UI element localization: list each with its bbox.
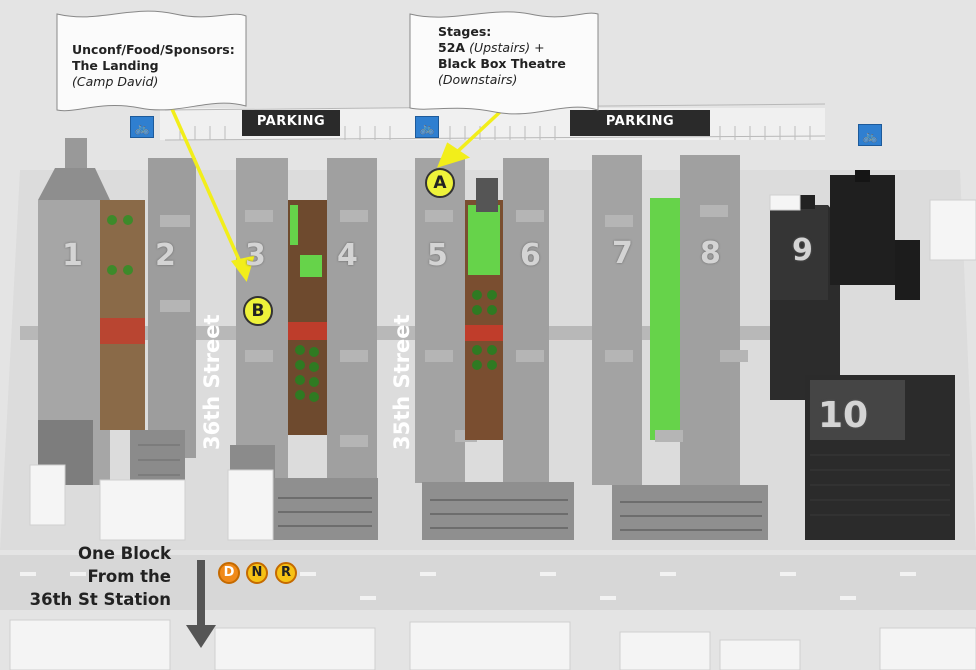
- bicycle-parking-icon: 🚲: [415, 116, 439, 138]
- building-6: [422, 158, 574, 540]
- building-number-6: 6: [520, 238, 541, 273]
- bicycle-parking-icon: 🚲: [858, 124, 882, 146]
- building-number-7: 7: [612, 236, 633, 271]
- lawn-7-8: [650, 198, 680, 440]
- building-number-8: 8: [700, 236, 721, 271]
- marker-b[interactable]: B: [243, 296, 273, 326]
- arrow-to-a: [455, 110, 502, 154]
- callout-unconf-line2: The Landing: [72, 58, 159, 73]
- walkway: [20, 326, 780, 340]
- red-awning-5: [465, 325, 505, 341]
- building-number-4: 4: [337, 238, 358, 273]
- trees-3-4: [295, 345, 319, 402]
- station-note-line3: 36th St Station: [29, 590, 171, 609]
- station-note-line1: One Block: [77, 544, 171, 563]
- street-dashes: [20, 572, 916, 600]
- trees-5-6: [472, 290, 497, 370]
- callout-unconf-line1: Unconf/Food/Sponsors:: [72, 42, 235, 57]
- station-arrow: [186, 560, 216, 648]
- bottom-buildings: [9, 619, 976, 670]
- callout-stages: Stages: 52A (Upstairs) + Black Box Theat…: [438, 24, 566, 88]
- lawn-5: [468, 205, 500, 275]
- station-note-line2: From the: [87, 567, 171, 586]
- building-7: [592, 155, 768, 540]
- stair-tower: [476, 178, 498, 212]
- parking-sign-1: [242, 110, 340, 136]
- red-awning-3: [288, 322, 328, 340]
- street-bottom: [0, 555, 976, 610]
- subway-line-r: R: [275, 562, 297, 584]
- callout-unconf-bg: [56, 10, 247, 112]
- callout-stages-line2a: 52A: [438, 40, 466, 55]
- building-number-1: 1: [62, 238, 83, 273]
- building-1: [38, 138, 110, 485]
- street-label-36th: 36th Street: [200, 314, 224, 450]
- callout-stages-line4: (Downstairs): [438, 72, 518, 87]
- station-note: One Block From the 36th St Station: [0, 542, 171, 611]
- parking-label-2: PARKING: [605, 114, 675, 129]
- building-8: [655, 155, 748, 485]
- callout-stages-line2b: (Upstairs): [469, 40, 531, 55]
- parking-sign-2: [570, 110, 710, 136]
- subway-line-n: N: [246, 562, 268, 584]
- building-number-3: 3: [245, 238, 266, 273]
- callout-stages-line2: 52A (Upstairs) +: [438, 40, 566, 56]
- marker-a[interactable]: A: [425, 168, 455, 198]
- building-number-9: 9: [792, 233, 813, 268]
- callout-stages-line1: Stages:: [438, 24, 492, 39]
- bicycle-parking-icon: 🚲: [130, 116, 154, 138]
- lawn-3b: [300, 255, 322, 277]
- parking-label-1: PARKING: [256, 114, 326, 129]
- courtyard-1-2: [100, 200, 145, 430]
- lawn-3a: [290, 205, 298, 245]
- arrow-to-b-head: [230, 255, 255, 282]
- red-awning-1: [100, 318, 145, 344]
- callout-arrows: [166, 99, 502, 282]
- callout-stages-line3: Black Box Theatre: [438, 56, 566, 71]
- callout-unconf: Unconf/Food/Sponsors: The Landing (Camp …: [72, 42, 235, 90]
- building-5: [415, 158, 477, 483]
- arrow-to-b: [166, 99, 242, 263]
- white-buildings: [29, 194, 976, 541]
- arrow-to-a-head: [437, 142, 471, 168]
- building-number-2: 2: [155, 238, 176, 273]
- subway-line-d: D: [218, 562, 240, 584]
- callout-stages-bg: [409, 11, 599, 115]
- street-label-35th: 35th Street: [390, 314, 414, 450]
- building-number-5: 5: [427, 238, 448, 273]
- callout-stages-line2c: +: [534, 40, 545, 55]
- building-9: [770, 170, 920, 400]
- callout-unconf-line3: (Camp David): [72, 74, 159, 89]
- building-4: [272, 158, 378, 540]
- building-number-10: 10: [818, 395, 869, 436]
- building-2: [130, 158, 196, 488]
- trees-1-2: [107, 215, 133, 275]
- building-10: [805, 375, 955, 540]
